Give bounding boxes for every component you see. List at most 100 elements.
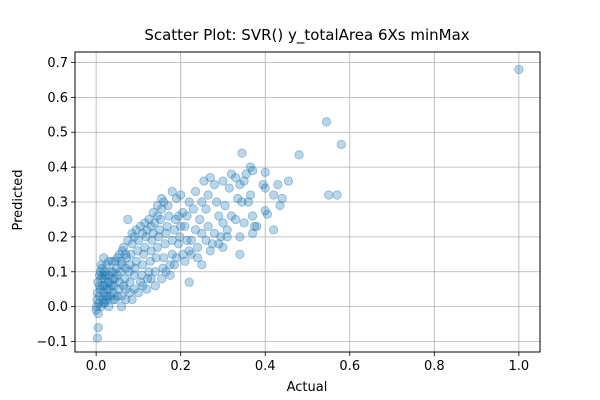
y-tick-label: 0.3 (47, 196, 68, 211)
scatter-point (186, 249, 196, 259)
scatter-point (97, 270, 108, 280)
scatter-point (91, 305, 101, 315)
scatter-point (121, 249, 131, 259)
scatter-point (146, 221, 156, 232)
scatter-point (99, 267, 110, 277)
scatter-point (92, 333, 103, 343)
x-tick-label: 0.0 (86, 359, 107, 374)
scatter-point (123, 235, 133, 245)
scatter-point (124, 267, 134, 277)
scatter-point (137, 270, 147, 280)
scatter-point (235, 232, 245, 242)
x-tick-label: 0.2 (170, 359, 191, 374)
scatter-point (197, 197, 207, 207)
scatter-point (144, 267, 154, 277)
scatter-point (106, 267, 116, 277)
chart-title: Scatter Plot: SVR() y_totalArea 6Xs minM… (144, 26, 469, 45)
scatter-point (138, 260, 148, 270)
scatter-point (91, 302, 102, 312)
scatter-point (103, 277, 113, 287)
scatter-point (239, 218, 249, 228)
scatter-point (98, 295, 108, 305)
scatter-point (102, 284, 112, 294)
scatter-point (247, 166, 258, 176)
scatter-point (125, 277, 135, 287)
scatter-point (104, 256, 114, 266)
scatter-point (218, 242, 228, 252)
scatter-point (148, 207, 158, 218)
scatter-point (324, 190, 334, 200)
y-tick-label: 0.0 (47, 300, 68, 315)
scatter-point (165, 260, 175, 270)
scatter-point (332, 190, 342, 200)
scatter-point (188, 204, 198, 214)
scatter-point (169, 260, 179, 270)
scatter-point (184, 277, 194, 287)
x-tick-label: 0.8 (424, 359, 445, 374)
scatter-point (178, 249, 188, 259)
scatter-point (205, 172, 215, 183)
scatter-point (103, 291, 113, 301)
scatter-point (207, 239, 217, 249)
scatter-point (245, 190, 256, 200)
scatter-point (145, 256, 155, 266)
scatter-point (277, 193, 287, 204)
scatter-point (247, 228, 258, 238)
scatter-point (180, 256, 190, 266)
scatter-point (226, 169, 237, 179)
scatter-point (209, 179, 220, 190)
scatter-point (216, 232, 226, 242)
scatter-point (171, 253, 182, 263)
scatter-point (233, 193, 243, 204)
scatter-point (138, 281, 148, 291)
scatter-point (99, 253, 109, 263)
scatter-point (106, 291, 116, 301)
scatter-point (114, 249, 124, 259)
scatter-point (294, 150, 304, 160)
scatter-point (108, 295, 118, 305)
scatter-point (127, 228, 137, 238)
scatter-point (152, 211, 163, 221)
scatter-point (158, 263, 168, 273)
scatter-point (182, 235, 192, 245)
scatter-point (116, 267, 126, 277)
scatter-point (146, 246, 156, 256)
scatter-point (163, 200, 173, 211)
scatter-point (99, 274, 110, 284)
scatter-point (140, 218, 150, 228)
y-tick-label: 0.7 (47, 56, 68, 71)
scatter-point (224, 183, 234, 193)
scatter-point (164, 211, 174, 221)
scatter-point (108, 267, 118, 277)
scatter-point (102, 260, 112, 270)
scatter-point (197, 260, 207, 270)
scatter-point (116, 260, 127, 270)
scatter-point (132, 246, 143, 256)
scatter-point (119, 242, 129, 252)
scatter-point (135, 221, 146, 232)
grid-layer (75, 52, 540, 352)
scatter-point (110, 274, 120, 284)
scatter-point (152, 200, 163, 211)
scatter-point (269, 190, 279, 200)
scatter-point (178, 207, 188, 218)
scatter-point (100, 291, 111, 301)
scatter-point (106, 281, 116, 291)
scatter-point (110, 256, 120, 266)
scatter-point (262, 209, 272, 219)
scatter-point (150, 281, 160, 291)
x-tick-label: 0.4 (255, 359, 276, 374)
scatter-point (241, 169, 251, 179)
x-tick-label: 1.0 (509, 359, 530, 374)
scatter-point (94, 270, 105, 280)
ticks-layer: 0.0 0.2 0.4 0.6 0.8 1.0 −0.1 0.0 0.1 0.2 0.3 0.4 0.5… (36, 56, 529, 374)
scatter-point (157, 204, 167, 214)
x-axis-label: Actual (287, 380, 328, 395)
scatter-point (243, 197, 253, 207)
scatter-point (176, 190, 186, 200)
scatter-point (95, 284, 105, 294)
scatter-point (247, 211, 258, 221)
scatter-point (146, 274, 156, 284)
scatter-point (283, 176, 294, 186)
